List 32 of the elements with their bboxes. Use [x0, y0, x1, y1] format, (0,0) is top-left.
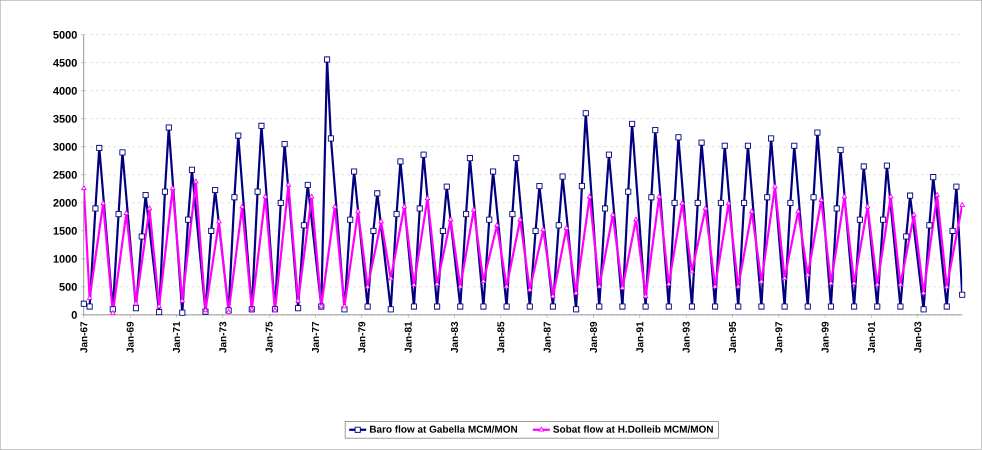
- x-tick-label: Jan-77: [312, 322, 319, 353]
- x-tick-label: Jan-85: [497, 322, 504, 353]
- x-tick-label: Jan-99: [822, 322, 829, 353]
- y-tick-label: 3000: [53, 143, 77, 151]
- x-tick-label: Jan-95: [728, 322, 736, 353]
- x-tick-label: Jan-81: [404, 322, 412, 353]
- y-tick-label: 4500: [53, 59, 77, 67]
- x-tick-label: Jan-79: [358, 322, 366, 353]
- x-tick-label: Jan-91: [636, 322, 644, 353]
- y-tick-label: 5000: [53, 31, 77, 39]
- x-tick-label: Jan-69: [126, 322, 134, 353]
- x-tick-label: Jan-67: [80, 322, 88, 353]
- y-tick-label: 1500: [54, 227, 77, 235]
- x-tick-label: Jan-97: [775, 322, 782, 353]
- x-tick-label: Jan-83: [450, 322, 458, 353]
- y-tick-label: 4000: [53, 87, 77, 95]
- y-tick-label: 500: [59, 283, 77, 291]
- x-tick-label: Jan-73: [219, 322, 226, 353]
- y-tick-label: 1000: [54, 255, 77, 263]
- x-tick-label: Jan-93: [682, 322, 690, 353]
- x-tick-label: Jan-01: [868, 322, 875, 353]
- y-tick-label: 0: [72, 311, 77, 319]
- x-tick-label: Jan-75: [266, 322, 273, 353]
- x-tick-label: Jan-03: [914, 322, 922, 353]
- legend-label: Sobat flow at H.Dolleib MCM/MON: [553, 426, 713, 433]
- legend-label: Baro flow at Gabella MCM/MON: [370, 426, 518, 433]
- x-tick-label: Jan-87: [544, 322, 551, 353]
- y-tick-label: 2500: [53, 171, 77, 179]
- y-tick-label: 3500: [53, 115, 77, 123]
- x-tick-label: Jan-89: [590, 322, 598, 353]
- y-tick-label: 2000: [53, 199, 77, 207]
- x-tick-label: Jan-71: [173, 322, 180, 353]
